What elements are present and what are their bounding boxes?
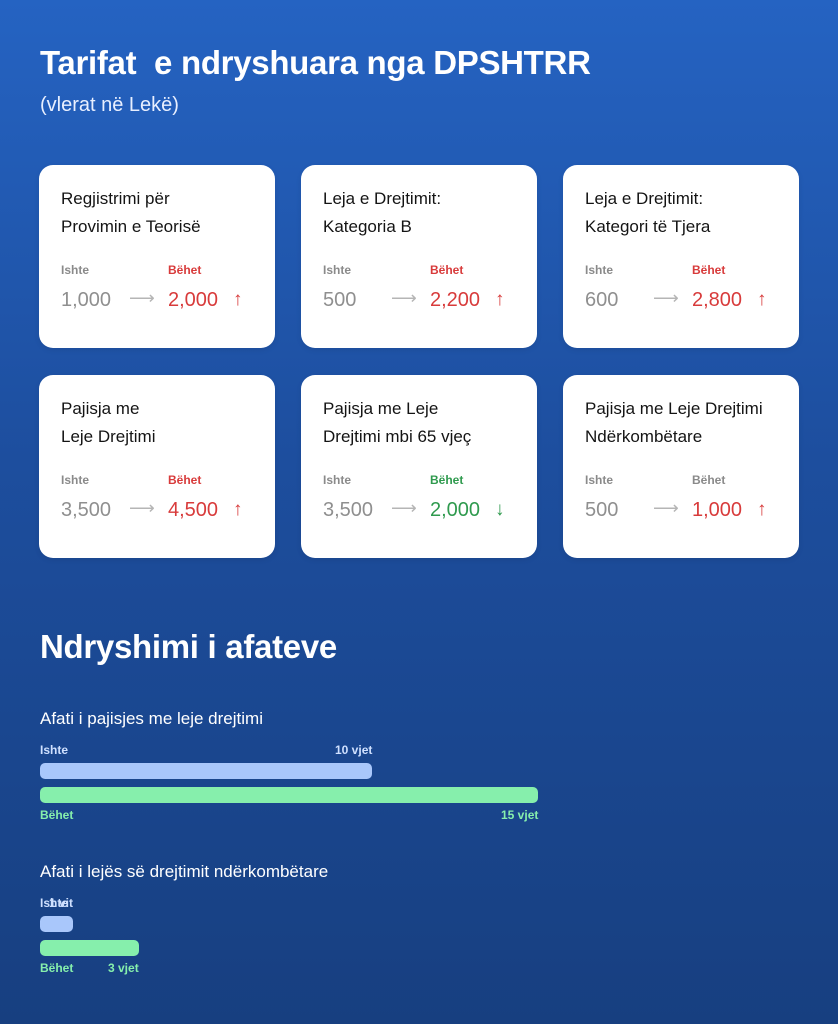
arrow-right-icon: ⟶ — [391, 288, 417, 308]
trend-up-icon: ↑ — [495, 289, 505, 310]
fee-card-license-issue: Pajisja me Leje Drejtimi Ishte Bëhet 3,5… — [39, 375, 275, 558]
trend-down-icon: ↓ — [495, 499, 505, 520]
new-value: 2,000 — [168, 289, 219, 311]
card-title: Pajisja me Leje Drejtimi Ndërkombëtare — [585, 399, 763, 446]
new-duration-bar — [40, 940, 139, 956]
new-value: 2,200 — [430, 289, 481, 311]
arrow-right-icon: ⟶ — [653, 498, 679, 518]
page-title: Tarifat e ndryshuara nga DPSHTRR — [40, 44, 591, 81]
card-title: Leja e Drejtimit: Kategoria B — [323, 189, 442, 236]
new-label: Bëhet — [168, 263, 202, 277]
fee-cards-grid: Regjistrimi për Provimin e Teorisë Ishte… — [39, 165, 799, 558]
new-label: Bëhet — [168, 473, 202, 487]
trend-up-icon: ↑ — [757, 289, 767, 310]
new-duration-label: 15 vjet — [501, 808, 539, 822]
new-duration-label: 3 vjet — [108, 961, 139, 975]
fee-card-license-over-65: Pajisja me Leje Drejtimi mbi 65 vjeç Ish… — [301, 375, 537, 558]
new-label: Bëhet — [40, 961, 74, 975]
new-value: 2,800 — [692, 289, 743, 311]
card-title: Pajisja me Leje Drejtimi — [61, 399, 156, 446]
card-title: Regjistrimi për Provimin e Teorisë — [61, 189, 201, 236]
trend-up-icon: ↑ — [757, 499, 767, 520]
duration-comparison-international: Afati i lejës së drejtimit ndërkombëtare… — [40, 862, 540, 982]
old-label: Ishte — [61, 263, 90, 277]
trend-up-icon: ↑ — [233, 289, 243, 310]
fee-card-theory-exam: Regjistrimi për Provimin e Teorisë Ishte… — [39, 165, 275, 348]
comparison-label: Afati i pajisjes me leje drejtimi — [40, 709, 263, 728]
duration-comparison-license: Afati i pajisjes me leje drejtimi Ishte … — [40, 709, 540, 829]
old-value: 500 — [323, 289, 357, 311]
old-label: Ishte — [323, 473, 352, 487]
fee-card-license-other: Leja e Drejtimit: Kategori të Tjera Isht… — [563, 165, 799, 348]
old-label: Ishte — [40, 743, 69, 757]
old-label: Ishte — [61, 473, 90, 487]
old-duration-label: 1 vit — [49, 896, 74, 910]
old-value: 500 — [585, 499, 619, 521]
fee-card-international-license: Pajisja me Leje Drejtimi Ndërkombëtare I… — [563, 375, 799, 558]
arrow-right-icon: ⟶ — [391, 498, 417, 518]
arrow-right-icon: ⟶ — [129, 288, 155, 308]
old-value: 3,500 — [61, 499, 112, 521]
arrow-right-icon: ⟶ — [653, 288, 679, 308]
section-title: Ndryshimi i afateve — [40, 628, 337, 665]
old-label: Ishte — [40, 896, 69, 910]
new-label: Bëhet — [430, 473, 464, 487]
new-label: Bëhet — [430, 263, 464, 277]
new-label: Bëhet — [692, 263, 726, 277]
new-label: Bëhet — [692, 473, 726, 487]
old-duration-label: 10 vjet — [335, 743, 373, 757]
trend-up-icon: ↑ — [233, 499, 243, 520]
old-duration-bar — [40, 763, 372, 779]
old-value: 600 — [585, 289, 619, 311]
old-label: Ishte — [585, 473, 614, 487]
new-duration-bar — [40, 787, 538, 803]
new-value: 4,500 — [168, 499, 219, 521]
comparison-label: Afati i lejës së drejtimit ndërkombëtare — [40, 862, 329, 881]
card-title: Pajisja me Leje Drejtimi mbi 65 vjeç — [323, 399, 472, 446]
old-value: 3,500 — [323, 499, 374, 521]
old-label: Ishte — [585, 263, 614, 277]
new-value: 1,000 — [692, 499, 743, 521]
arrow-right-icon: ⟶ — [129, 498, 155, 518]
new-label: Bëhet — [40, 808, 74, 822]
card-title: Leja e Drejtimit: Kategori të Tjera — [585, 189, 711, 236]
page-subtitle: (vlerat në Lekë) — [40, 94, 179, 116]
old-label: Ishte — [323, 263, 352, 277]
fee-card-license-b: Leja e Drejtimit: Kategoria B Ishte Bëhe… — [301, 165, 537, 348]
old-duration-bar — [40, 916, 73, 932]
old-value: 1,000 — [61, 289, 112, 311]
new-value: 2,000 — [430, 499, 481, 521]
